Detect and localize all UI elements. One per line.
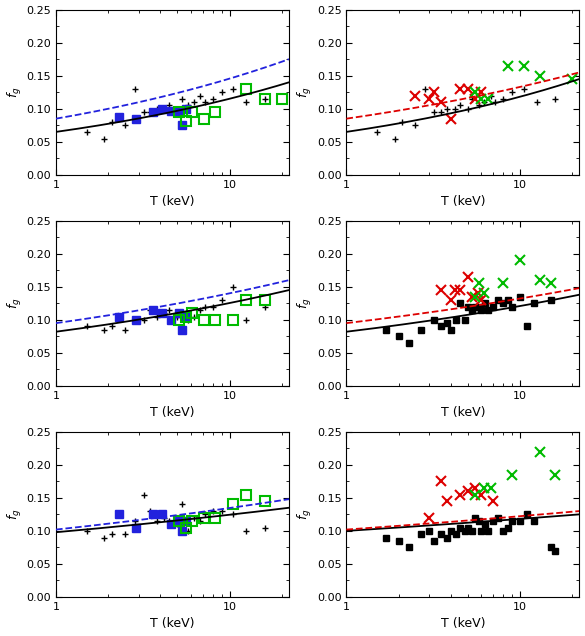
Y-axis label: $f_g$: $f_g$ — [5, 298, 23, 309]
X-axis label: T (keV): T (keV) — [150, 406, 195, 419]
X-axis label: T (keV): T (keV) — [150, 195, 195, 209]
Y-axis label: $f_g$: $f_g$ — [5, 509, 23, 520]
X-axis label: T (keV): T (keV) — [441, 618, 485, 630]
Y-axis label: $f_g$: $f_g$ — [296, 298, 314, 309]
Y-axis label: $f_g$: $f_g$ — [296, 86, 314, 98]
X-axis label: T (keV): T (keV) — [441, 406, 485, 419]
X-axis label: T (keV): T (keV) — [441, 195, 485, 209]
Y-axis label: $f_g$: $f_g$ — [296, 509, 314, 520]
Y-axis label: $f_g$: $f_g$ — [5, 86, 23, 98]
X-axis label: T (keV): T (keV) — [150, 618, 195, 630]
